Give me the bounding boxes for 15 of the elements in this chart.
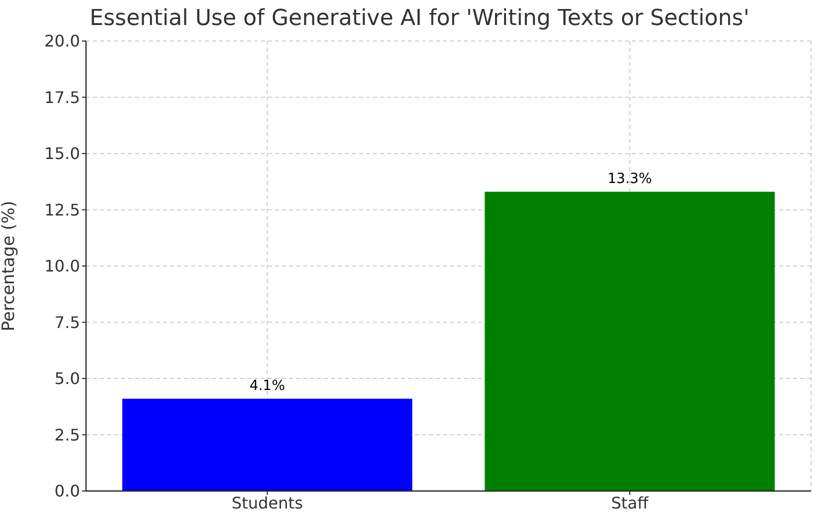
data-label: 13.3%: [608, 170, 652, 187]
y-tick-label: 15.0: [44, 144, 80, 164]
x-tick-label: Staff: [611, 493, 650, 512]
y-tick-label: 12.5: [44, 200, 80, 220]
y-tick-label: 0.0: [54, 482, 80, 501]
y-tick-label: 17.5: [44, 88, 80, 107]
x-tick-label: Students: [232, 493, 303, 512]
y-tick-label: 10.0: [44, 256, 80, 276]
y-tick-label: 5.0: [54, 369, 80, 388]
chart-title: Essential Use of Generative AI for 'Writing Texts or Sections': [88, 6, 750, 31]
y-tick-label: 2.5: [54, 425, 80, 444]
y-axis-title: Percentage (%): [0, 200, 20, 332]
y-tick-label: 7.5: [54, 312, 80, 332]
data-label: 4.1%: [249, 378, 286, 394]
y-tick-label: 20.0: [44, 32, 80, 51]
